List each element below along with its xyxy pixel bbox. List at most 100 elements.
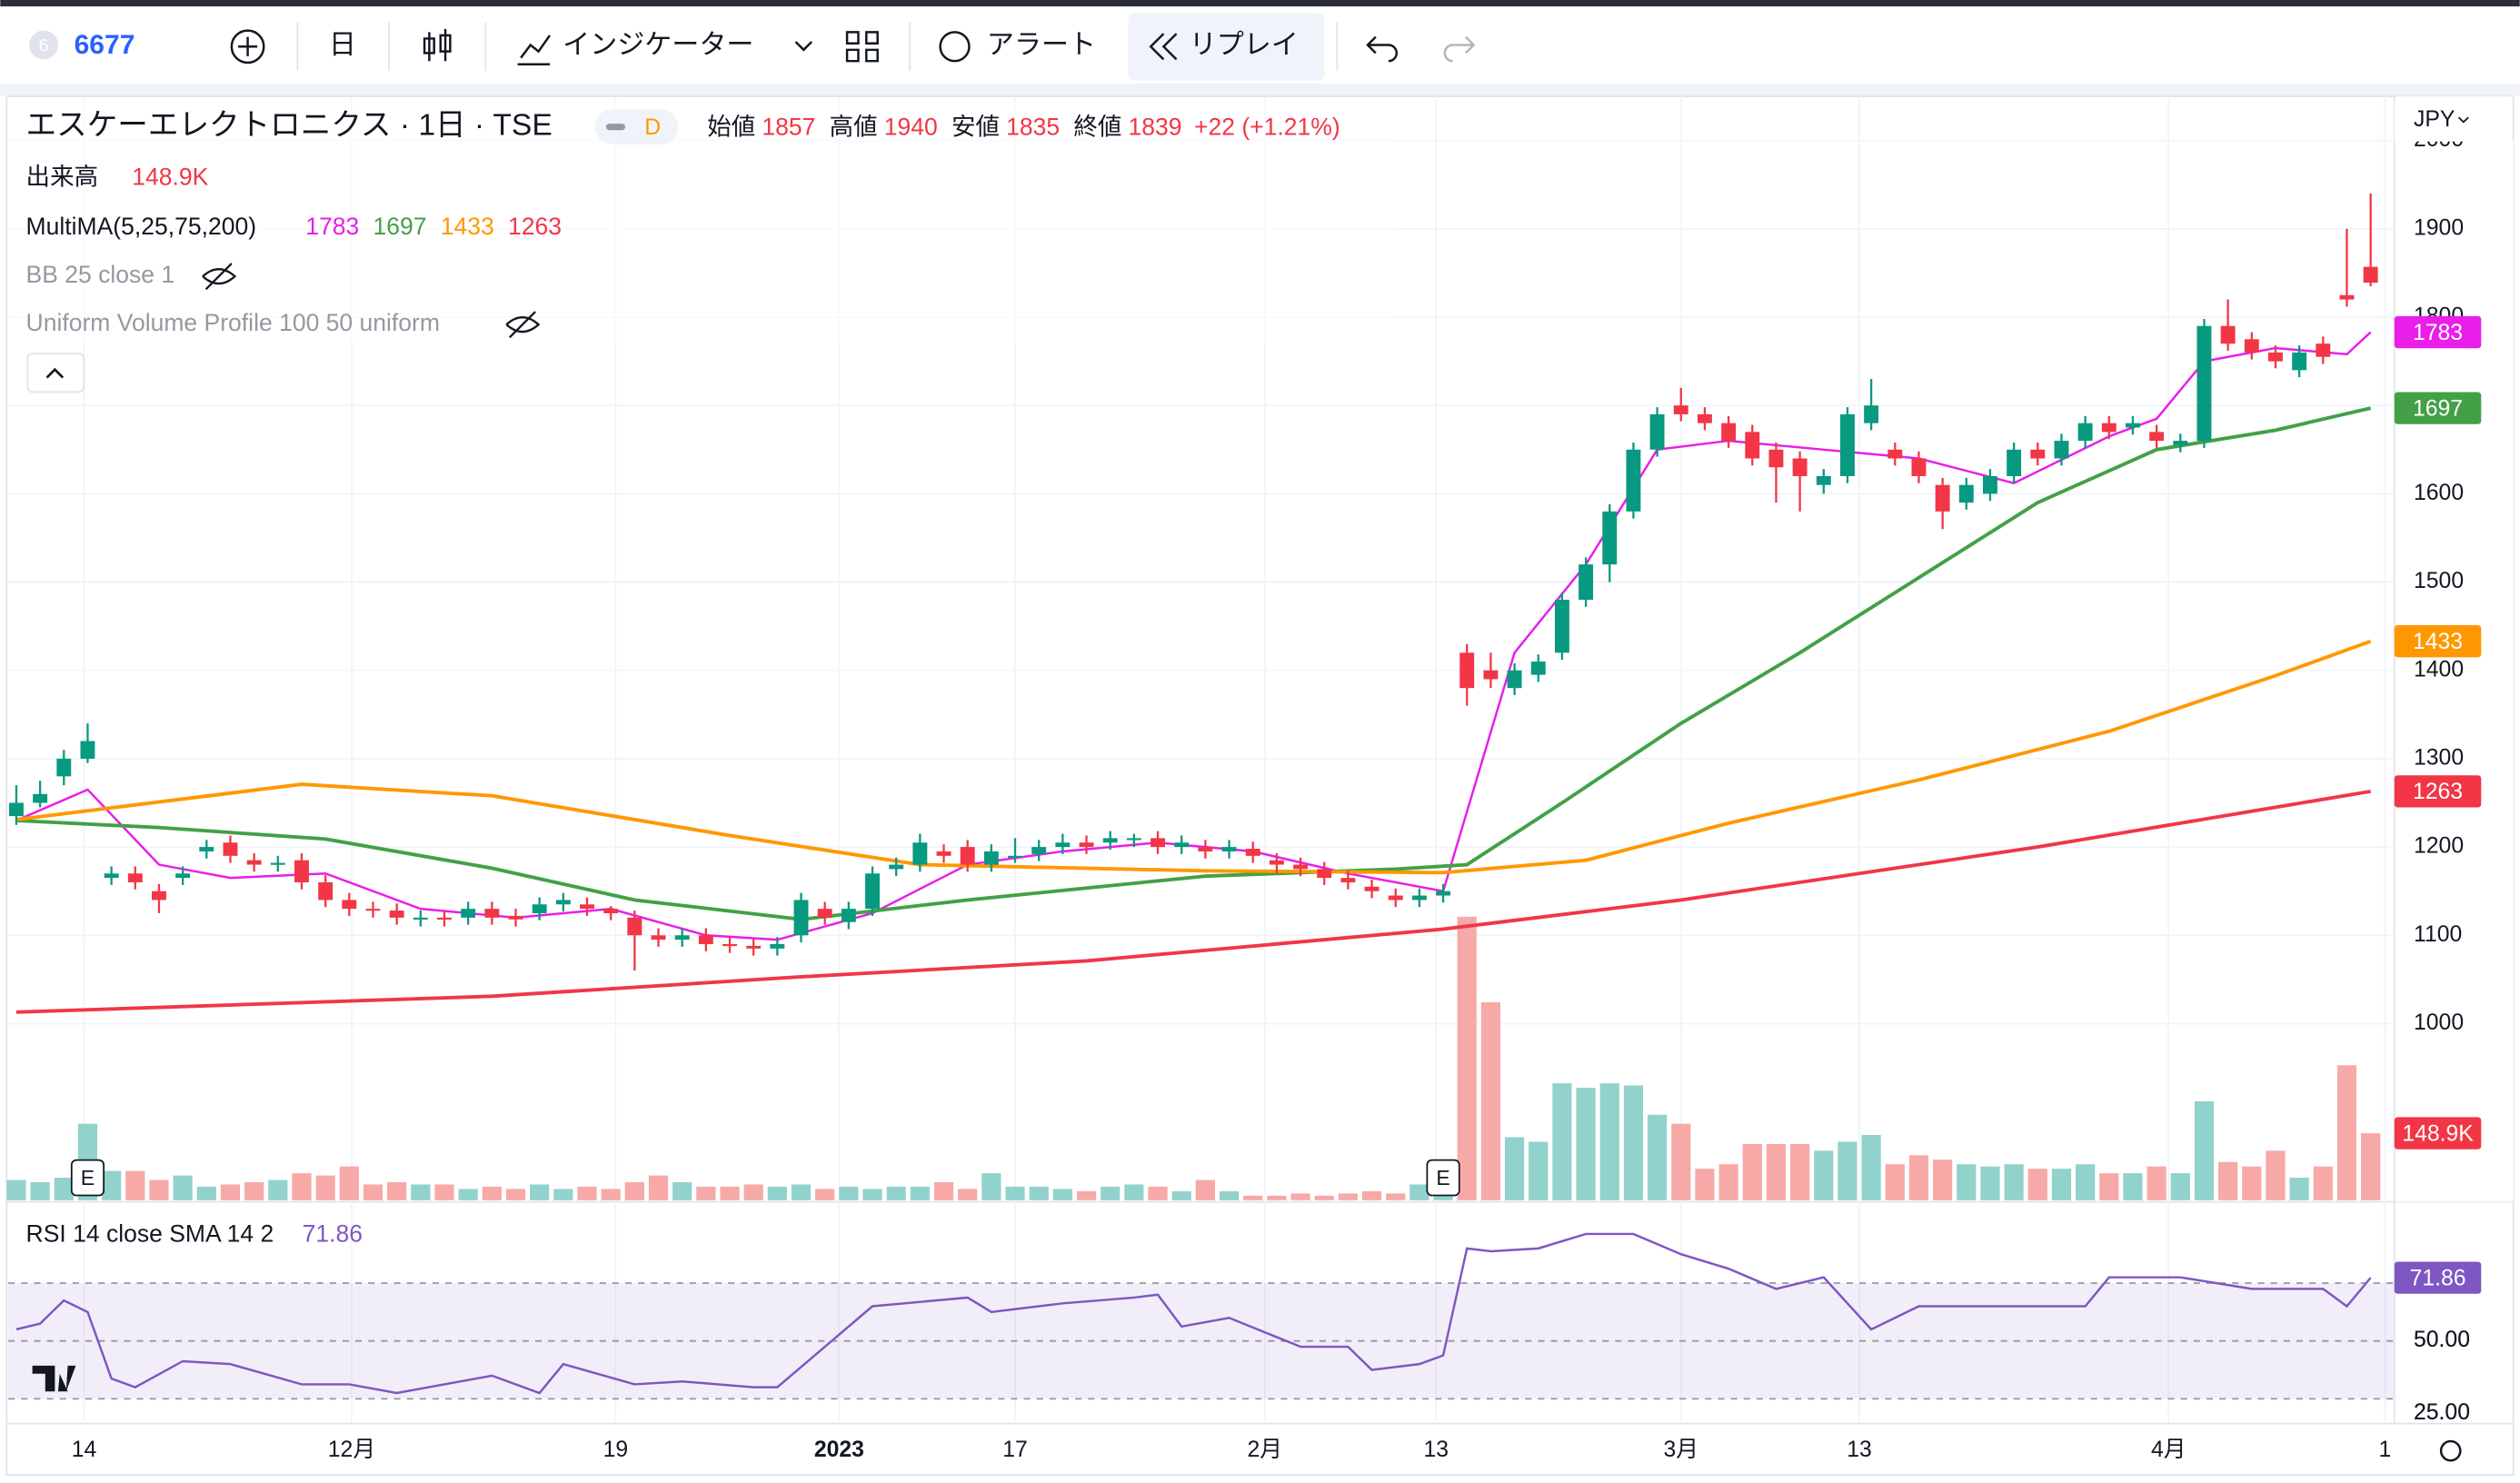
x-tick-label: 2023 [814,1438,864,1462]
volume-bar [1480,1001,1501,1200]
rsi-tick-label: 50.00 [2414,1328,2470,1352]
symbol-badge [29,30,58,60]
volume-bar [1101,1186,1121,1200]
rsi-label: RSI 14 close SMA 14 2 [26,1220,274,1248]
volume-bar [2242,1166,2262,1200]
hidden-icon[interactable] [505,311,541,339]
volume-bar [1457,916,1477,1200]
candle-body [532,904,547,913]
volume-bar [434,1184,454,1200]
volume-bar [1695,1169,1715,1200]
candle-body [104,873,119,879]
candle-body [1055,842,1071,848]
price-tag [2394,1117,2482,1150]
volume-bar [1314,1195,1334,1200]
candle-body [2054,441,2069,459]
toolbar: 6 6677 日 インジケーター アラート リプレイ [29,13,1476,81]
volume-bar [1599,1083,1619,1200]
volume-bar [1838,1141,1858,1200]
candle-body [1436,891,1451,896]
candle-body [2268,352,2283,362]
currency[interactable]: JPY [2414,107,2455,132]
collapse-button[interactable] [26,353,85,393]
candle-body [2149,432,2165,442]
ma25-value: 1697 [373,213,426,240]
volume-bar [2051,1169,2072,1200]
undo-button[interactable] [1366,35,1399,63]
low-value: 1835 [1006,113,1060,140]
replay-button[interactable]: リプレイ [1190,30,1299,60]
hidden-icon[interactable] [202,263,237,291]
indicators-button[interactable]: インジケーター [563,30,753,60]
close-label: 終値 [1073,113,1121,140]
toolbar-gap [0,83,2520,97]
volume-bar [1124,1184,1144,1200]
candle-body [8,802,24,817]
candle-body [1388,895,1403,901]
volume-bar [1076,1190,1097,1200]
price-tag-label: 1783 [2413,321,2463,345]
earnings-marker [1426,1159,1460,1197]
volume-bar [720,1186,740,1200]
redo-button[interactable] [1443,35,1476,63]
candle-body [1507,670,1522,689]
status-dot [605,124,626,131]
volume-bar [1957,1164,1977,1200]
volume-bar [387,1182,407,1200]
candle-body [1411,895,1427,901]
volume-bar [1742,1143,1762,1200]
volume-bar [54,1178,74,1200]
symbol[interactable]: 6677 [75,30,135,60]
alert-button[interactable]: アラート [987,30,1096,60]
candle-body [2126,423,2140,428]
collapse-icon [45,367,65,379]
volume-bar [102,1170,122,1200]
price-tag-label: 1433 [2413,630,2463,654]
chart-type-button[interactable] [423,28,452,62]
symbol-badge-text: 6 [39,35,49,55]
volume-bar [6,1179,26,1200]
volume-bar [220,1184,241,1200]
dropdown-arrow[interactable] [794,41,813,52]
volume-bar [1908,1155,1929,1200]
candle-body [770,943,785,949]
bb-label: BB 25 close 1 [26,261,175,288]
y-tick-label: 1100 [2414,922,2462,947]
replay-highlight [1128,13,1325,81]
candle-body [1102,838,1118,843]
candle-body [1221,847,1237,851]
settings-button[interactable] [2439,1439,2462,1462]
volume-value: 148.9K [132,163,208,190]
low-label: 安値 [951,113,1000,140]
candle-body [2101,423,2117,433]
volume-bar [1290,1193,1310,1200]
earnings-marker [70,1159,105,1197]
volume-bar [1718,1164,1738,1200]
x-tick-label: 14 [72,1438,97,1462]
volume-bar [1195,1179,1215,1200]
y-tick-label: 1200 [2414,834,2464,859]
price-tag-label: 71.86 [2410,1266,2466,1290]
replay-icon [1149,33,1178,61]
currency-backdrop [2394,99,2511,142]
x-tick-label: 13 [1423,1438,1449,1462]
candle-body [152,891,166,901]
volume-bar [1647,1114,1668,1200]
candle-body [1816,475,1831,485]
price-tag [2394,1261,2482,1294]
x-tick-label: 13 [1847,1438,1872,1462]
currency-arrow [2457,116,2469,124]
layout-button[interactable] [845,31,879,63]
add-symbol-button[interactable] [230,29,265,65]
candle-body [1031,847,1047,854]
x-tick-label: 2月 [1248,1438,1283,1462]
interval-button[interactable]: 日 [329,30,356,60]
candle-body [1839,413,1855,476]
candle-body [199,847,214,851]
candle-body [698,935,713,944]
candle-body [1649,413,1665,450]
volume-bar [1980,1166,2000,1200]
volume-bar [2266,1150,2286,1200]
volume-bar [2289,1178,2309,1200]
